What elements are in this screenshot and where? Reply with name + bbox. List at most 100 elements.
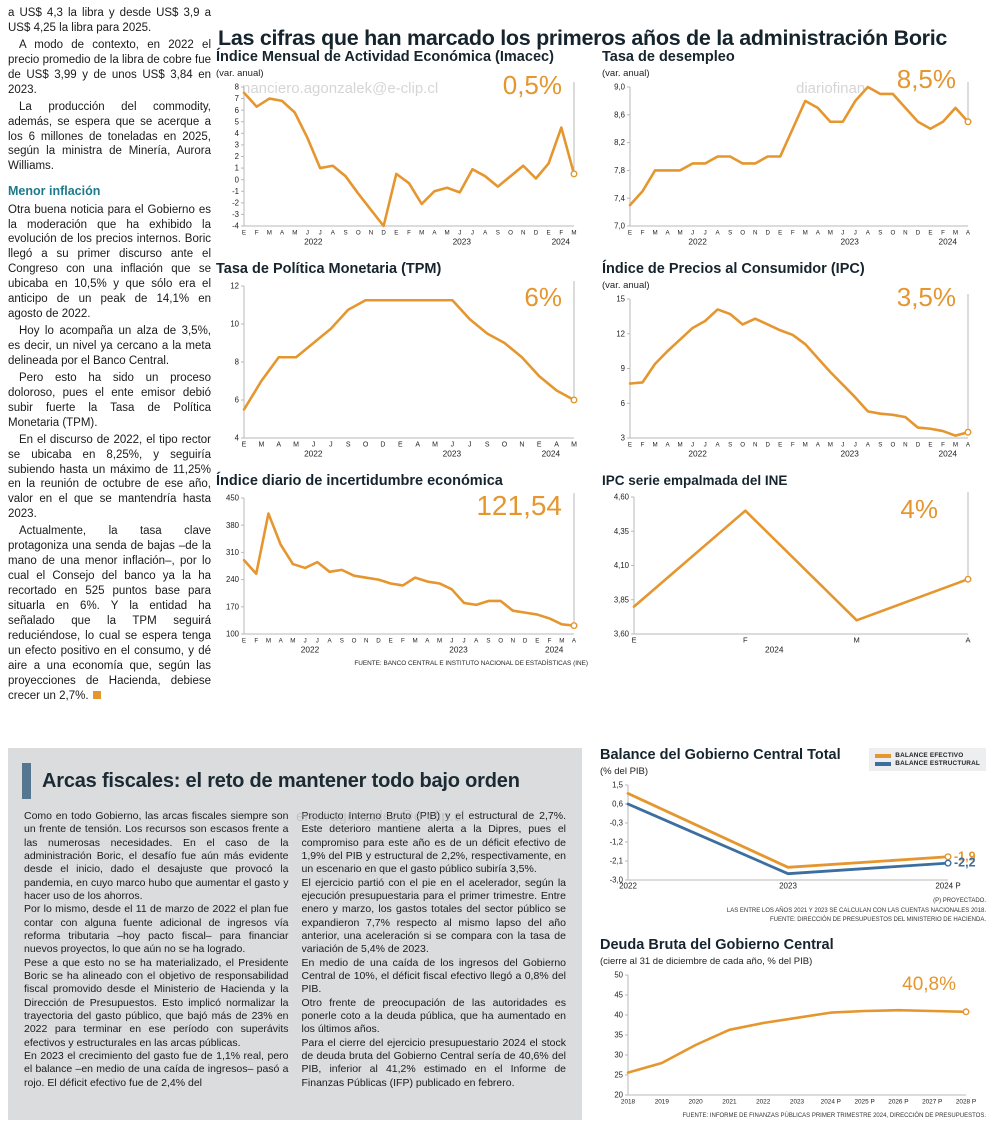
svg-text:A: A (279, 637, 284, 644)
chart-balance-gobierno: Balance del Gobierno Central Total (% de… (600, 747, 986, 926)
chart-tpm: Tasa de Política Monetaria (TPM) 6% 12 10… (216, 261, 588, 460)
svg-text:20: 20 (614, 1091, 623, 1100)
svg-text:2024 P: 2024 P (935, 881, 960, 890)
svg-text:J: J (841, 229, 844, 236)
deuda-plot-area: 50 45 40 35 30 25 20 2018 2019 2020 2021 2022 2023 20… (600, 967, 986, 1110)
svg-text:J: J (306, 229, 309, 236)
svg-text:4: 4 (235, 129, 240, 138)
legend-swatch-efectivo (875, 753, 892, 758)
svg-text:A: A (716, 229, 721, 236)
svg-text:2024: 2024 (938, 448, 957, 458)
chart-big-value: 8,5% (896, 64, 956, 94)
svg-text:M: M (652, 441, 657, 448)
footnote: (P) PROYECTADO. (933, 898, 986, 905)
svg-text:M: M (677, 441, 682, 448)
svg-text:D: D (916, 441, 921, 448)
svg-text:12: 12 (230, 282, 239, 291)
svg-text:S: S (346, 441, 351, 448)
svg-text:F: F (941, 441, 945, 448)
subhead-menor-inflacion: Menor inflación (8, 184, 101, 199)
page-title: Las cifras que han marcado los primeros … (218, 26, 948, 51)
svg-text:O: O (890, 441, 895, 448)
article-paragraph: La producción del commodity, además, se … (8, 100, 211, 173)
svg-text:F: F (255, 229, 259, 236)
svg-text:S: S (728, 229, 732, 236)
svg-text:N: N (753, 229, 757, 236)
svg-text:45: 45 (614, 991, 623, 1000)
svg-text:F: F (941, 229, 945, 236)
svg-text:7,0: 7,0 (614, 222, 626, 231)
article-paragraph: Otra buena noticia para el Gobierno es l… (8, 203, 211, 321)
fiscal-paragraph: Producto Interno Bruto (PIB) y el estruc… (301, 810, 567, 876)
svg-text:J: J (704, 229, 707, 236)
fiscal-column-1: Como en todo Gobierno, las arcas fiscale… (24, 810, 289, 1110)
svg-text:9: 9 (621, 364, 625, 373)
svg-text:A: A (432, 229, 437, 236)
svg-text:40: 40 (614, 1011, 623, 1020)
svg-text:J: J (462, 637, 465, 644)
svg-text:8,2: 8,2 (614, 138, 625, 147)
svg-text:6: 6 (235, 106, 239, 115)
svg-text:2019: 2019 (655, 1098, 670, 1105)
desempleo-plot-area: 9,0 8,6 8,2 7,8 7,4 7,0 E F M A M J J A S O N D E F M A M J J A S O… (602, 79, 982, 248)
svg-text:2023: 2023 (790, 1098, 805, 1105)
svg-text:2024: 2024 (542, 448, 561, 458)
chart-title: Tasa de Política Monetaria (TPM) (216, 261, 442, 277)
svg-text:D: D (380, 441, 385, 448)
svg-text:E: E (394, 229, 398, 236)
svg-text:J: J (468, 441, 472, 448)
svg-text:M: M (677, 229, 682, 236)
chart-imacec: Índice Mensual de Actividad Económica (I… (216, 49, 588, 248)
svg-text:A: A (483, 229, 488, 236)
svg-text:M: M (432, 441, 438, 448)
svg-text:7,8: 7,8 (614, 166, 625, 175)
svg-text:2028 P: 2028 P (956, 1098, 976, 1105)
svg-text:S: S (485, 441, 490, 448)
chart-title: Índice Mensual de Actividad Económica (I… (216, 49, 554, 65)
svg-text:310: 310 (226, 548, 240, 557)
article-paragraph: En el discurso de 2022, el tipo rector s… (8, 433, 211, 521)
svg-text:J: J (854, 441, 857, 448)
svg-text:O: O (508, 229, 513, 236)
svg-text:-1: -1 (232, 187, 239, 196)
svg-text:A: A (572, 637, 577, 644)
svg-text:S: S (878, 229, 882, 236)
svg-text:S: S (878, 441, 882, 448)
svg-text:A: A (966, 229, 971, 236)
svg-text:M: M (413, 637, 418, 644)
svg-text:O: O (890, 229, 895, 236)
chart-subtitle: (var. anual) (216, 67, 264, 79)
svg-text:D: D (523, 637, 528, 644)
svg-text:6: 6 (621, 399, 625, 408)
fiscal-paragraph: En medio de una caída de los ingresos de… (301, 956, 567, 996)
svg-text:N: N (369, 229, 373, 236)
end-of-article-marker (92, 690, 101, 699)
svg-text:50: 50 (614, 971, 623, 980)
svg-text:O: O (498, 637, 503, 644)
svg-text:E: E (778, 229, 782, 236)
svg-text:J: J (304, 637, 307, 644)
chart-deuda-bruta: Deuda Bruta del Gobierno Central (cierre… (600, 937, 987, 1122)
svg-text:30: 30 (614, 1051, 623, 1060)
chart-big-value: 4% (900, 494, 938, 524)
footnote: FUENTE: INFORME DE FINANZAS PÚBLICAS PRI… (682, 1113, 987, 1120)
svg-text:2023: 2023 (443, 448, 462, 458)
svg-text:E: E (242, 637, 246, 644)
svg-text:E: E (547, 229, 551, 236)
article-paragraph: Pero esto ha sido un proceso doloroso, p… (8, 371, 211, 429)
article-paragraph: a US$ 4,3 la libra y desde US$ 3,9 a US$… (8, 7, 211, 34)
svg-text:J: J (841, 441, 844, 448)
legend-swatch-estructural (875, 761, 892, 766)
svg-text:2024: 2024 (765, 644, 784, 654)
svg-text:F: F (407, 229, 411, 236)
svg-text:7,4: 7,4 (614, 194, 626, 203)
fiscal-paragraph: El ejercicio partió con el pie en el ace… (301, 876, 567, 956)
chart-big-value: 6% (524, 282, 562, 312)
fiscal-title: Arcas fiscales: el reto de mantener todo… (42, 769, 520, 792)
svg-text:O: O (363, 441, 369, 448)
svg-text:2018: 2018 (621, 1098, 636, 1105)
svg-text:E: E (928, 229, 932, 236)
footnote: FUENTE: DIRECCIÓN DE PRESUPUESTOS DEL MI… (769, 917, 986, 924)
left-article-column: a US$ 4,3 la libra y desde US$ 3,9 a US$… (8, 6, 211, 706)
